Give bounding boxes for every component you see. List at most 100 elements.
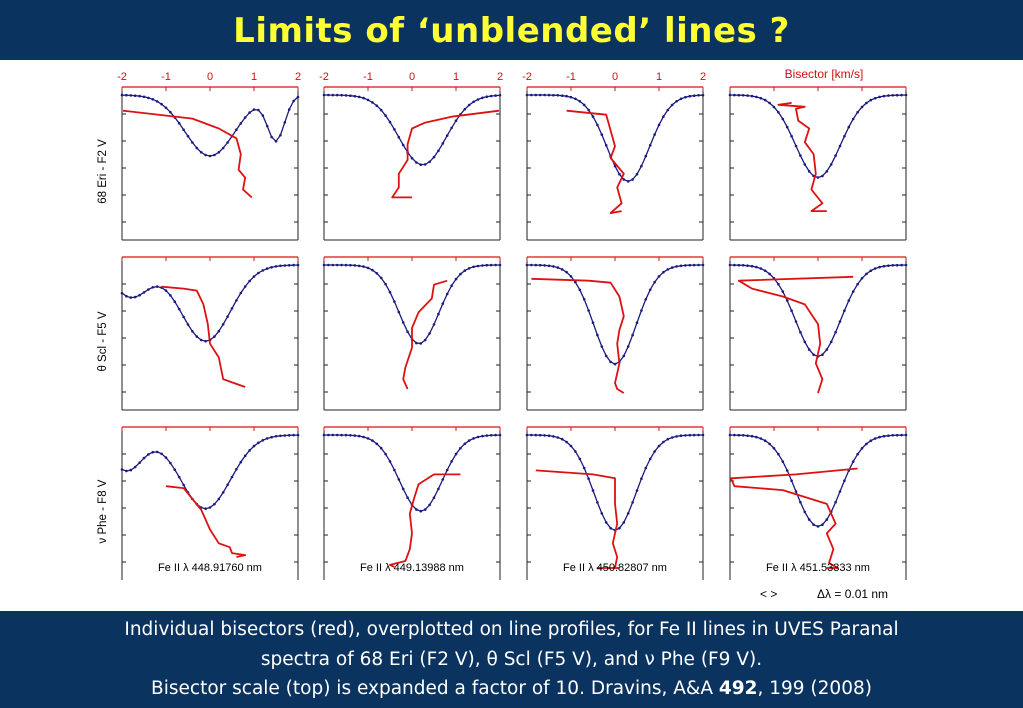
profile-point [472,265,475,269]
profile-point [366,437,370,440]
profile-point [560,268,564,271]
profile-point [379,446,383,450]
profile-point [494,263,497,267]
profile-point [261,439,265,442]
profile-point [481,96,484,100]
profile-point [265,437,269,440]
profile-point [807,518,811,521]
profile-point [904,263,908,267]
profile-point [384,282,387,286]
profile-point [432,496,436,500]
profile-point [133,295,137,299]
profile-point [578,288,582,292]
profile-point [357,95,361,99]
profile-point [375,272,379,275]
profile-point [419,342,423,345]
profile-point [895,433,899,437]
profile-point [494,94,497,97]
profile-point [644,466,648,470]
profile-point [428,503,431,507]
profile-point [142,456,146,460]
profile-point [296,95,300,99]
profile-point [609,360,612,364]
row-label: ν Phe - F8 V [97,479,109,543]
profile-point [847,299,851,302]
profile-point [235,128,238,131]
profile-point [626,345,630,348]
profile-point [243,116,247,119]
top-tick-label: -1 [161,71,171,83]
profile-point [851,290,855,293]
profile-point [737,433,741,437]
profile-point [476,98,480,101]
profile-point [543,93,546,97]
profile-point [746,434,749,438]
profile-point [410,156,414,160]
top-tick-label: -2 [522,71,532,83]
profile-point [467,439,471,442]
profile-point [331,263,335,267]
line-labels: Fe II λ 448.91760 nm Fe II λ 449.13988 nm… [158,562,870,574]
profile-point [252,444,256,448]
top-tick-label: 2 [295,71,301,83]
profile-point [733,433,736,437]
profile-point [138,94,141,98]
profile-point [684,434,687,437]
profile-point [759,267,763,270]
profile-point [248,449,251,452]
profile-point [248,111,251,114]
profile-point [155,100,159,103]
profile-point [679,97,683,101]
line-label: Fe II λ 450.82807 nm [563,562,667,574]
profile-point [618,172,621,176]
profile-point [821,523,824,526]
profile-point [816,176,820,179]
profile-point [865,272,868,276]
profile-point [591,115,595,118]
profile-point [648,457,652,461]
profile-point [860,277,864,280]
profile-point [812,353,815,357]
profile-point [169,110,172,114]
profile-point [644,298,648,301]
profile-point [261,269,265,272]
profile-point [662,270,665,274]
profile-point [406,330,409,334]
profile-point [684,95,687,99]
profile-point [371,268,374,272]
profile-point [441,142,445,145]
profile-point [450,126,453,130]
profile-point [887,94,890,97]
profile-point [613,164,617,168]
profile-point [538,93,542,97]
profile-point [799,330,802,334]
profile-point [812,523,815,526]
profile-point [257,271,260,275]
profile-point [173,300,177,303]
bisector-curve [161,285,246,388]
profile-point [900,433,903,437]
profile-point [600,512,604,515]
profile-point [362,96,365,100]
line-profile [729,434,907,528]
profile-point [785,125,789,129]
profile-point [252,275,256,278]
profile-point [785,299,789,302]
profile-point [437,312,440,316]
bisector-curve [389,473,461,568]
profile-point [873,437,877,440]
profile-point [587,477,590,481]
profile-point [781,290,785,293]
profile-point [353,264,357,267]
profile-point [670,103,674,107]
profile-point [164,289,168,292]
profile-point [675,435,678,438]
profile-point [406,496,409,500]
profile-point [393,468,396,472]
profile-point [807,170,811,173]
profile-point [684,264,687,267]
caption-line-3-text: Bisector scale (top) is expanded a facto… [151,678,719,699]
profile-point [679,434,683,438]
profile-point [856,111,859,114]
profile-point [777,282,780,286]
